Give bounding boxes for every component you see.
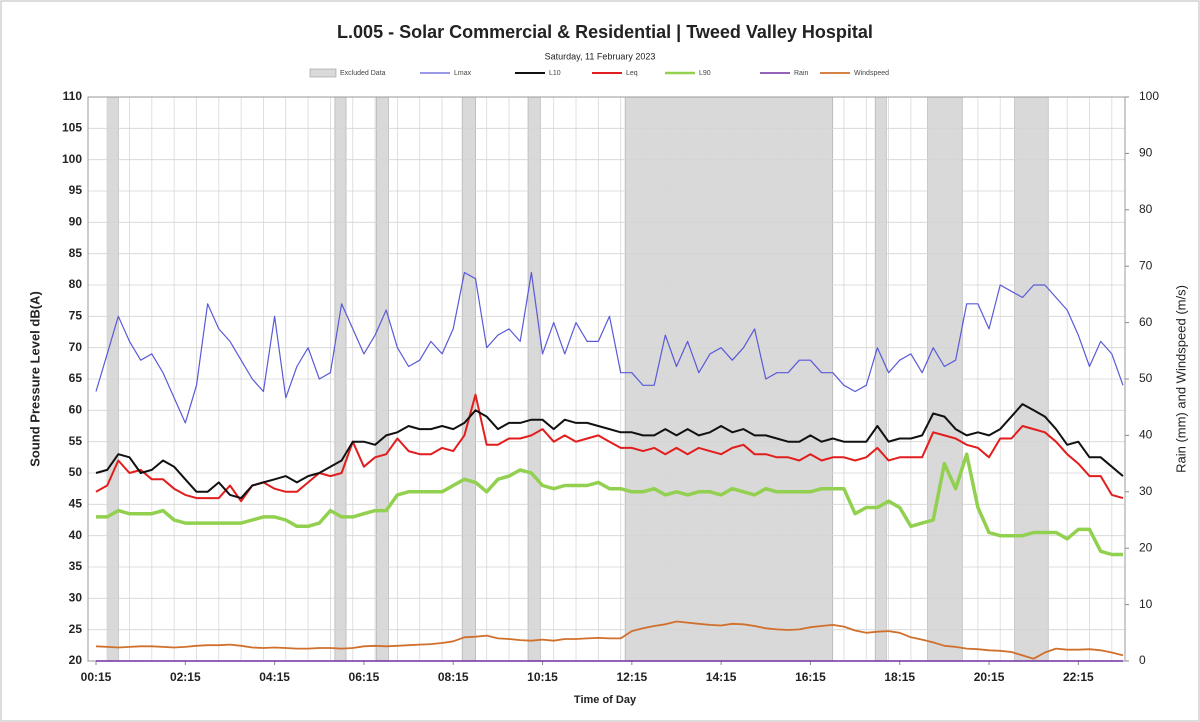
legend-label: L10 [549, 70, 561, 77]
legend-label: L90 [699, 70, 711, 77]
x-axis-label: Time of Day [574, 694, 637, 706]
y-tick-label: 30 [69, 591, 83, 605]
y-tick-label: 65 [69, 371, 83, 385]
y-tick-label: 70 [69, 340, 83, 354]
y-tick-label: 35 [69, 559, 83, 573]
x-tick-label: 18:15 [884, 670, 915, 684]
y-tick-label: 105 [62, 121, 82, 135]
series-line [95, 620, 1124, 660]
y-tick-label: 55 [69, 434, 83, 448]
y2-tick-label: 100 [1139, 89, 1159, 103]
y-tick-label: 80 [69, 277, 83, 291]
legend-label: Leq [626, 70, 638, 77]
x-tick-label: 04:15 [259, 670, 290, 684]
x-tick-label: 10:15 [527, 670, 558, 684]
x-tick-label: 06:15 [349, 670, 380, 684]
y-tick-label: 100 [62, 152, 82, 166]
chart-title: L.005 - Solar Commercial & Residential |… [337, 22, 873, 42]
y-tick-label: 25 [69, 622, 83, 636]
y2-tick-label: 40 [1139, 428, 1153, 442]
x-tick-label: 14:15 [706, 670, 737, 684]
legend-label: Rain [794, 70, 809, 77]
legend-swatch [309, 68, 337, 78]
y-tick-label: 45 [69, 497, 83, 511]
x-tick-label: 08:15 [438, 670, 469, 684]
y2-tick-label: 50 [1139, 371, 1153, 385]
series-line [96, 452, 1123, 557]
y-tick-label: 75 [69, 309, 83, 323]
y-tick-label: 85 [69, 246, 83, 260]
y2-axis-label: Rain (mm) and Windspeed (m/s) [1173, 285, 1188, 473]
legend-label: Windspeed [854, 70, 889, 77]
series-line [95, 403, 1124, 500]
y-tick-label: 110 [63, 89, 83, 103]
chart-subtitle: Saturday, 11 February 2023 [545, 51, 656, 61]
y-axis-label: Sound Pressure Level dB(A) [27, 291, 42, 467]
x-tick-label: 16:15 [795, 670, 826, 684]
y2-tick-label: 90 [1139, 146, 1153, 160]
y-tick-label: 95 [69, 183, 83, 197]
series-line [95, 393, 1124, 503]
y2-tick-label: 30 [1139, 484, 1153, 498]
y-tick-label: 20 [69, 653, 83, 667]
y-tick-label: 40 [69, 528, 83, 542]
y2-tick-label: 20 [1139, 540, 1153, 554]
x-tick-label: 00:15 [81, 670, 112, 684]
y-tick-label: 50 [69, 465, 83, 479]
y2-tick-label: 60 [1139, 315, 1153, 329]
series-line [95, 271, 1124, 424]
legend-label: Lmax [454, 70, 472, 77]
y-tick-label: 90 [69, 215, 83, 229]
y2-tick-label: 10 [1139, 597, 1153, 611]
y2-tick-label: 80 [1139, 202, 1153, 216]
y-tick-label: 60 [69, 403, 83, 417]
y2-tick-label: 0 [1139, 653, 1146, 667]
x-tick-label: 20:15 [974, 670, 1005, 684]
legend-label: Excluded Data [340, 70, 386, 77]
x-tick-label: 12:15 [616, 670, 647, 684]
x-tick-label: 02:15 [170, 670, 201, 684]
y2-tick-label: 70 [1139, 258, 1153, 272]
x-tick-label: 22:15 [1063, 670, 1094, 684]
